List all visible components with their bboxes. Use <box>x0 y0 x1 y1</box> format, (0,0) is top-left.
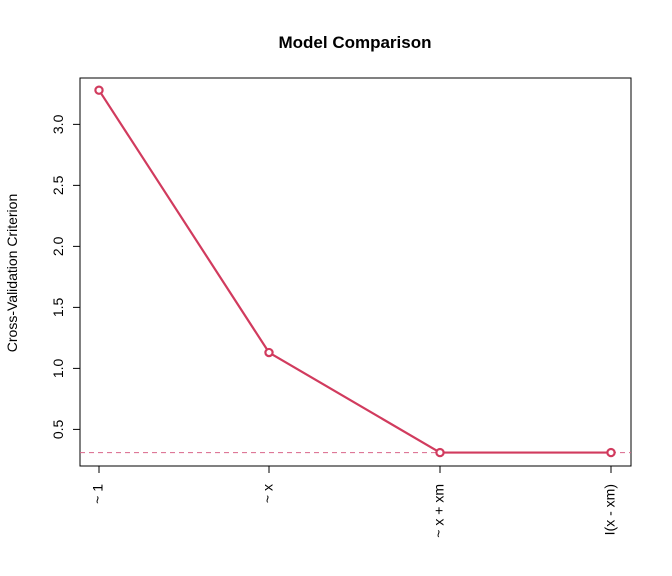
y-tick-label: 2.5 <box>50 175 66 195</box>
x-tick-label: ~ x + xm <box>431 484 447 538</box>
data-point <box>435 447 445 458</box>
x-tick-label: ~ x <box>260 484 276 503</box>
data-point <box>606 447 616 458</box>
series-line <box>97 89 613 454</box>
plot-area-frame <box>79 77 632 467</box>
y-axis-label: Cross-Validation Criterion <box>4 194 20 352</box>
x-tick-label: ~ 1 <box>90 484 106 504</box>
series-layer <box>94 85 616 458</box>
y-tick-label: 0.5 <box>50 419 66 439</box>
x-tick-label: I(x - xm) <box>602 484 618 535</box>
data-point <box>94 85 104 95</box>
y-tick-label: 1.0 <box>50 358 66 378</box>
chart-title: Model Comparison <box>278 33 431 52</box>
x-axis: ~ 1 ~ x ~ x + xm I(x - xm) <box>90 465 618 538</box>
y-tick-label: 1.5 <box>50 297 66 317</box>
y-tick-label: 2.0 <box>50 236 66 256</box>
y-axis: 0.5 1.0 1.5 2.0 2.5 3.0 <box>50 114 81 439</box>
data-point <box>264 347 274 358</box>
y-tick-label: 3.0 <box>50 114 66 134</box>
